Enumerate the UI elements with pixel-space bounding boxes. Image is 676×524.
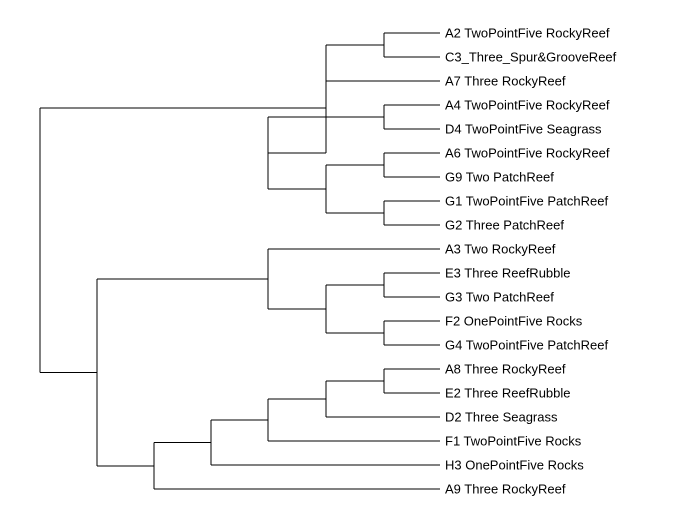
leaf-label-a6: A6 TwoPointFive RockyReef <box>445 146 610 161</box>
leaf-label-g2: G2 Three PatchReef <box>445 218 564 233</box>
leaf-label-g4: G4 TwoPointFive PatchReef <box>445 338 608 353</box>
leaf-label-f2: F2 OnePointFive Rocks <box>445 314 583 329</box>
leaf-label-d4: D4 TwoPointFive Seagrass <box>445 122 602 137</box>
leaf-label-a9: A9 Three RockyReef <box>445 482 566 497</box>
dendrogram-branches <box>39 32 440 490</box>
leaf-label-f1: F1 TwoPointFive Rocks <box>445 434 582 449</box>
leaf-label-e2: E2 Three ReefRubble <box>445 386 571 401</box>
leaf-label-d2: D2 Three Seagrass <box>445 410 558 425</box>
dendrogram-leaf-labels: A2 TwoPointFive RockyReef C3_Three_Spur&G… <box>445 26 617 497</box>
leaf-label-a8: A8 Three RockyReef <box>445 362 566 377</box>
leaf-label-h3: H3 OnePointFive Rocks <box>445 458 584 473</box>
leaf-label-a7: A7 Three RockyReef <box>445 74 566 89</box>
leaf-label-g9: G9 Two PatchReef <box>445 170 554 185</box>
leaf-label-e3: E3 Three ReefRubble <box>445 266 571 281</box>
leaf-label-a4: A4 TwoPointFive RockyReef <box>445 98 610 113</box>
leaf-label-g1: G1 TwoPointFive PatchReef <box>445 194 608 209</box>
leaf-label-a2: A2 TwoPointFive RockyReef <box>445 26 610 41</box>
leaf-label-c3: C3_Three_Spur&GrooveReef <box>445 50 617 65</box>
leaf-label-a3: A3 Two RockyReef <box>445 242 556 257</box>
leaf-label-g3: G3 Two PatchReef <box>445 290 554 305</box>
